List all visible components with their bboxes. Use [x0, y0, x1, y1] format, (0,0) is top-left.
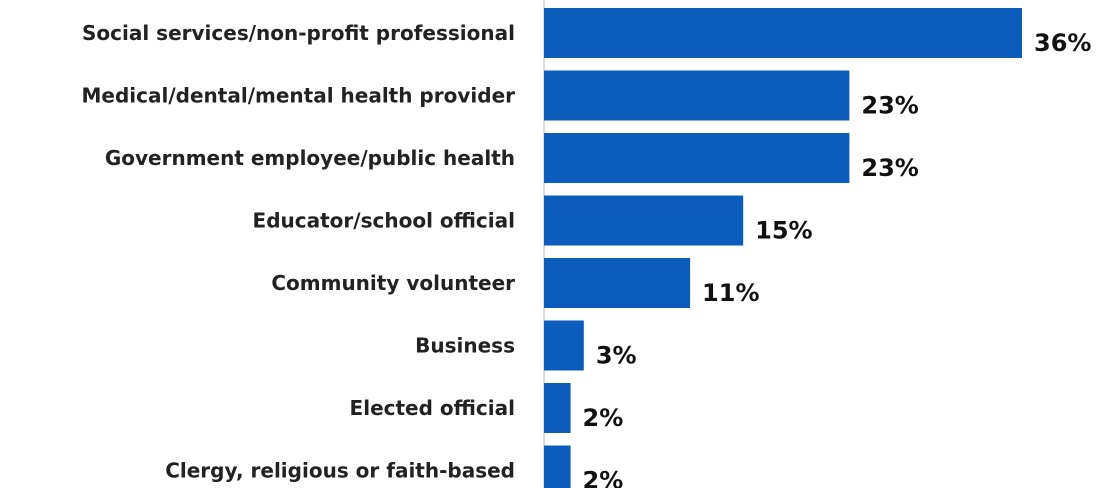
category-label: Educator/school official: [253, 209, 515, 233]
value-label: 11%: [702, 279, 759, 307]
bar-2: [544, 70, 850, 121]
bar-5: [544, 258, 691, 308]
value-label: 36%: [1034, 29, 1091, 57]
bar-3: [544, 133, 850, 183]
value-label: 2%: [583, 404, 624, 432]
bar-7: [544, 383, 571, 433]
category-label: Business: [415, 334, 515, 358]
bar-8: [544, 445, 571, 488]
bar-4: [544, 195, 744, 246]
value-label: 23%: [861, 154, 918, 182]
bar-1: [544, 8, 1022, 58]
category-label: Government employee/public health: [105, 146, 515, 170]
value-label: 2%: [583, 467, 624, 488]
category-label: Community volunteer: [271, 271, 515, 295]
bar-6: [544, 320, 584, 371]
value-label: 15%: [755, 217, 812, 245]
value-label: 23%: [861, 92, 918, 120]
value-labels-group: 36% 23% 23% 15% 11% 3% 2% 2%: [583, 29, 1092, 488]
category-label: Medical/dental/mental health provider: [82, 84, 516, 108]
category-label: Elected official: [350, 396, 515, 420]
category-labels-group: Social services/non-profit professional M…: [82, 21, 516, 483]
bars-group: [544, 8, 1022, 488]
value-label: 3%: [596, 342, 637, 370]
category-label: Clergy, religious or faith-based: [165, 459, 515, 483]
category-label: Social services/non-profit professional: [82, 21, 515, 45]
